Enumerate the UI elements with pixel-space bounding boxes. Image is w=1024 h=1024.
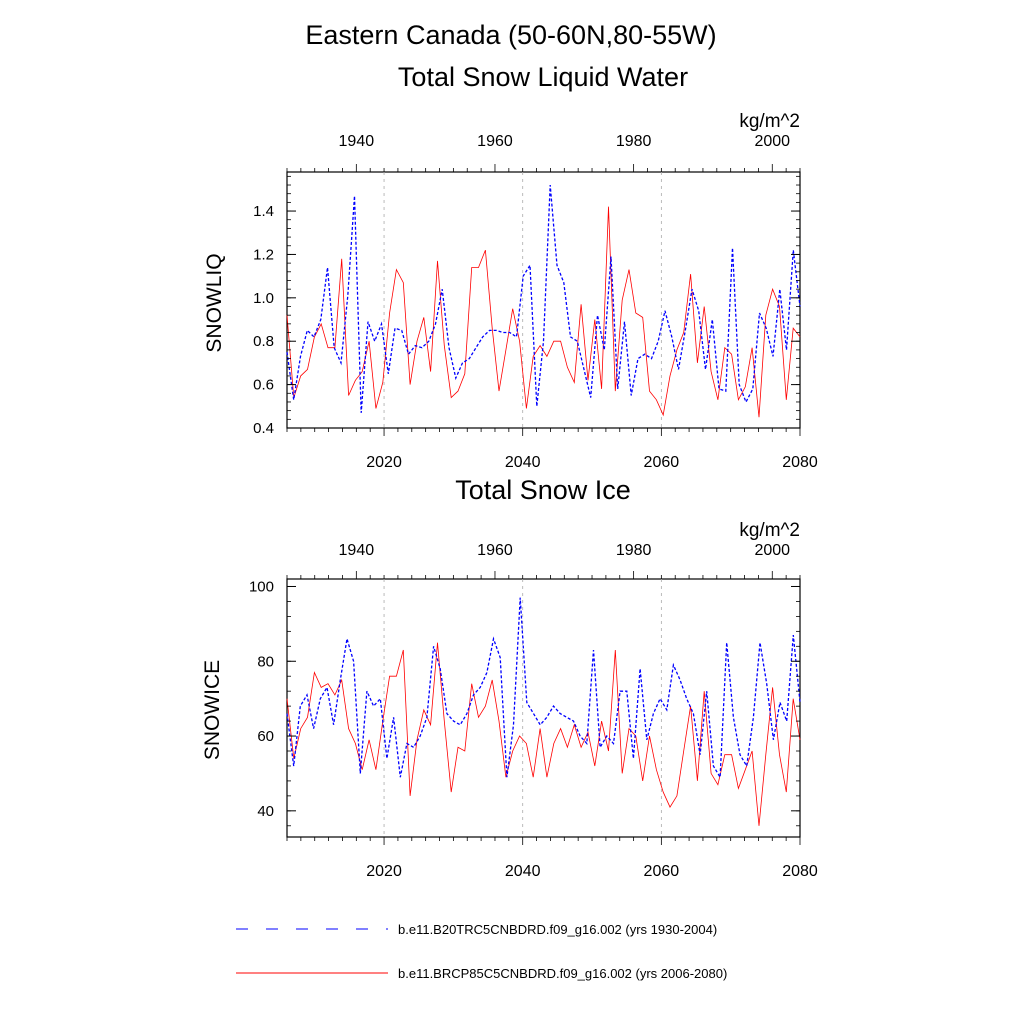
legend-label-historical: b.e11.B20TRC5CNBDRD.f09_g16.002 (yrs 193…: [398, 922, 717, 937]
snowliq-units-label: kg/m^2: [739, 111, 800, 132]
snowice-historical-line: [286, 597, 801, 780]
snowice-bottom-tick-label: 2020: [366, 863, 402, 880]
snowliq-ytick-label: 0.8: [253, 333, 274, 350]
snowliq-y-ticks: 0.4 0.6 0.8 1.0 1.2 1.4: [253, 175, 800, 437]
snowice-top-tick-label: 2000: [754, 542, 790, 559]
snowice-bottom-x-ticks: 2020 2040 2060 2080: [286, 837, 818, 880]
snowice-bottom-tick-label: 2040: [505, 863, 541, 880]
snowice-panel: Total Snow Ice kg/m^2 SNOWICE 406080100 …: [201, 475, 818, 880]
snowice-bottom-tick-label: 2060: [644, 863, 680, 880]
snowice-top-tick-label: 1940: [339, 542, 375, 559]
snowice-y-ticks: 40 60 80 100: [249, 578, 800, 827]
snowice-series: [286, 597, 801, 826]
snowliq-series: [286, 184, 801, 418]
figure-title: Eastern Canada (50-60N,80-55W): [305, 20, 716, 50]
snowice-ytick-label: 60: [257, 728, 274, 745]
snowliq-top-tick-label: 1940: [339, 133, 375, 150]
snowice-ytick-label: 100: [249, 578, 274, 595]
snowice-ytick-label: 80: [257, 653, 274, 670]
snowliq-plot-frame: [286, 171, 801, 429]
snowliq-ytick-label: 1.2: [253, 246, 274, 263]
snowice-top-tick-label: 1980: [616, 542, 652, 559]
snowliq-chart-title: Total Snow Liquid Water: [398, 62, 688, 92]
legend: b.e11.B20TRC5CNBDRD.f09_g16.002 (yrs 193…: [236, 922, 727, 981]
snowliq-bottom-tick-label: 2060: [644, 454, 680, 471]
snowliq-top-tick-label: 2000: [754, 133, 790, 150]
snowliq-bottom-tick-label: 2020: [366, 454, 402, 471]
snowliq-bottom-tick-label: 2040: [505, 454, 541, 471]
snowice-plot-frame: [286, 578, 801, 838]
snowliq-top-tick-label: 1960: [477, 133, 513, 150]
snowice-y-axis-label: SNOWICE: [201, 660, 224, 760]
snowliq-ytick-label: 1.0: [253, 290, 274, 307]
snowliq-panel: Total Snow Liquid Water kg/m^2 SNOWLIQ 0…: [203, 62, 818, 471]
snowliq-ytick-label: 0.6: [253, 377, 274, 394]
snowice-units-label: kg/m^2: [739, 520, 800, 541]
snowliq-historical-line: [286, 184, 801, 413]
snowliq-top-x-ticks: 1940 1960 1980 2000: [286, 133, 801, 172]
legend-label-future: b.e11.BRCP85C5CNBDRD.f09_g16.002 (yrs 20…: [398, 966, 727, 981]
snowliq-bottom-tick-label: 2080: [782, 454, 818, 471]
snowice-future-line: [286, 642, 801, 826]
snowliq-ytick-label: 1.4: [253, 203, 274, 220]
snowice-top-tick-label: 1960: [477, 542, 513, 559]
snowice-ytick-label: 40: [257, 803, 274, 820]
snowliq-gridlines: [383, 172, 662, 428]
snowliq-ytick-label: 0.4: [253, 420, 274, 437]
snowice-top-x-ticks: 1940 1960 1980 2000: [286, 542, 801, 579]
snowliq-top-tick-label: 1980: [616, 133, 652, 150]
snowliq-future-line: [286, 206, 801, 418]
snowice-gridlines: [383, 579, 662, 837]
snowice-chart-title: Total Snow Ice: [455, 475, 631, 505]
snowliq-y-axis-label: SNOWLIQ: [203, 253, 226, 352]
snowice-bottom-tick-label: 2080: [782, 863, 818, 880]
snowliq-bottom-x-ticks: 2020 2040 2060 2080: [286, 428, 818, 471]
